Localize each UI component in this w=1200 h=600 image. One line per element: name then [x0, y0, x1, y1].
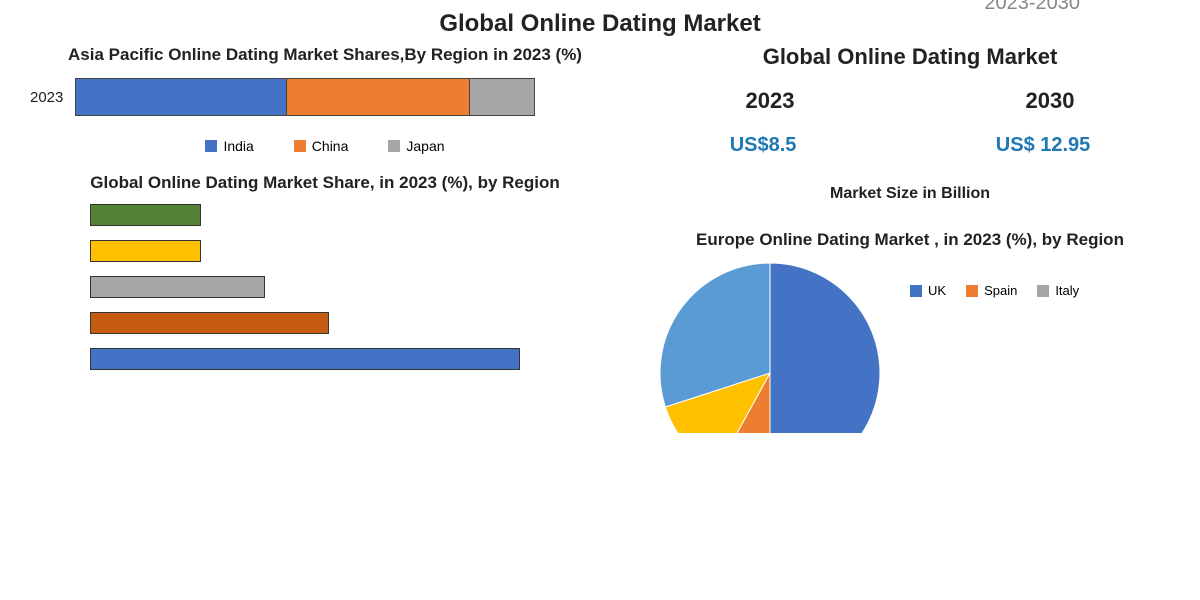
left-column: Asia Pacific Online Dating Market Shares… [30, 44, 620, 433]
market-size-years: 2023 2030 [650, 88, 1170, 114]
asia-pacific-title: Asia Pacific Online Dating Market Shares… [30, 44, 620, 66]
legend-label: China [312, 138, 349, 154]
stacked-bar-row: 2023 [30, 78, 620, 116]
horizontal-bar [90, 312, 329, 334]
global-share-title: Global Online Dating Market Share, in 20… [30, 172, 620, 194]
legend-item: China [294, 138, 349, 154]
asia-pacific-legend: India China Japan [30, 138, 620, 154]
stacked-segment [287, 79, 470, 115]
horizontal-bar [90, 204, 201, 226]
pie-slice [770, 263, 880, 433]
market-size-block: Global Online Dating Market 2023 2030 US… [650, 44, 1170, 203]
legend-swatch [1037, 285, 1049, 297]
legend-label: Japan [406, 138, 444, 154]
market-size-values: US$8.5 US$ 12.95 [650, 134, 1170, 157]
market-size-year-2: 2030 [1026, 88, 1075, 114]
market-size-value-1: US$8.5 [730, 134, 797, 157]
stacked-bar [75, 78, 535, 116]
legend-label: India [223, 138, 253, 154]
europe-pie-section: Europe Online Dating Market , in 2023 (%… [650, 229, 1170, 433]
content-grid: Asia Pacific Online Dating Market Shares… [0, 44, 1200, 433]
forecast-period: 2023-2030 [984, 0, 1080, 15]
stacked-segment [76, 79, 287, 115]
legend-swatch [388, 140, 400, 152]
horizontal-bars [30, 204, 620, 370]
horizontal-bar [90, 348, 520, 370]
europe-pie-title: Europe Online Dating Market , in 2023 (%… [650, 229, 1170, 251]
legend-item: India [205, 138, 253, 154]
legend-swatch [205, 140, 217, 152]
market-size-value-2: US$ 12.95 [996, 134, 1091, 157]
legend-item: Spain [966, 283, 1017, 298]
horizontal-bar [90, 276, 265, 298]
europe-pie-legend: UK Spain Italy [910, 283, 1079, 298]
legend-swatch [294, 140, 306, 152]
global-share-chart: Global Online Dating Market Share, in 20… [30, 172, 620, 370]
europe-pie-wrap: UK Spain Italy [650, 263, 1170, 433]
right-column: Global Online Dating Market 2023 2030 US… [650, 44, 1170, 433]
market-size-year-1: 2023 [746, 88, 795, 114]
stacked-segment [470, 79, 534, 115]
legend-label: Italy [1055, 283, 1079, 298]
legend-swatch [966, 285, 978, 297]
legend-label: UK [928, 283, 946, 298]
market-size-title: Global Online Dating Market [650, 44, 1170, 70]
legend-label: Spain [984, 283, 1017, 298]
market-size-subtitle: Market Size in Billion [650, 185, 1170, 203]
europe-pie-chart [650, 263, 890, 433]
legend-item: Japan [388, 138, 444, 154]
asia-pacific-chart: Asia Pacific Online Dating Market Shares… [30, 44, 620, 154]
legend-item: Italy [1037, 283, 1079, 298]
legend-swatch [910, 285, 922, 297]
stacked-bar-y-label: 2023 [30, 89, 63, 106]
legend-item: UK [910, 283, 946, 298]
horizontal-bar [90, 240, 201, 262]
